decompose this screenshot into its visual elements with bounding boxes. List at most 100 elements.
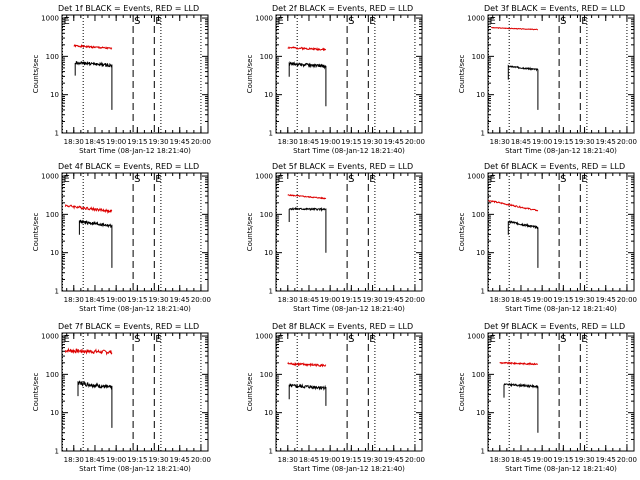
y-tick-label: 1000 xyxy=(255,173,273,181)
x-axis-label: Start Time (08-Jan-12 18:21:40) xyxy=(505,465,617,473)
y-tick-label: 100 xyxy=(46,211,59,219)
y-tick-label: 1 xyxy=(55,288,59,296)
x-tick-label: 18:30 xyxy=(64,296,84,304)
y-tick-label: 1000 xyxy=(41,173,59,181)
x-tick-label: 19:30 xyxy=(362,456,382,464)
panel-title: Det 3f BLACK = Events, RED = LLD xyxy=(484,4,625,13)
x-tick-label: 19:15 xyxy=(341,296,361,304)
panel-8: Det 8f BLACK = Events, RED = LLD 1 10 100 10… xyxy=(246,322,425,473)
panel-5: Det 5f BLACK = Events, RED = LLD 1 10 100 10… xyxy=(246,162,425,313)
x-tick-label: 18:30 xyxy=(278,138,298,146)
y-tick-label: 100 xyxy=(260,211,273,219)
x-tick-label: 19:30 xyxy=(148,138,168,146)
x-tick-label: 19:00 xyxy=(532,296,552,304)
y-axis-label: Counts/sec xyxy=(246,373,254,412)
events-series-line xyxy=(507,64,539,110)
x-axis-label: Start Time (08-Jan-12 18:21:40) xyxy=(293,305,405,313)
x-axis-label: Start Time (08-Jan-12 18:21:40) xyxy=(505,305,617,313)
lld-series-line xyxy=(73,44,113,51)
events-series-line xyxy=(288,60,327,107)
y-tick-label: 1000 xyxy=(255,15,273,23)
y-tick-label: 1 xyxy=(55,130,59,138)
plot-frame xyxy=(275,14,423,134)
y-tick-label: 100 xyxy=(472,211,485,219)
y-axis-label: Counts/sec xyxy=(32,373,40,412)
x-tick-label: 19:00 xyxy=(106,138,126,146)
y-tick-label: 10 xyxy=(264,409,273,417)
y-axis-label: Counts/sec xyxy=(458,373,466,412)
lld-series-line xyxy=(499,361,539,366)
y-tick-label: 10 xyxy=(50,409,59,417)
y-tick-label: 10 xyxy=(476,409,485,417)
panel-title: Det 6f BLACK = Events, RED = LLD xyxy=(484,162,625,171)
x-tick-label: 19:45 xyxy=(384,138,404,146)
x-axis-label: Start Time (08-Jan-12 18:21:40) xyxy=(79,305,191,313)
x-tick-label: 18:45 xyxy=(85,296,105,304)
lld-series-line xyxy=(287,46,327,52)
y-tick-label: 1000 xyxy=(255,333,273,341)
marker-label: E xyxy=(490,16,496,27)
x-tick-label: 20:00 xyxy=(191,138,211,146)
x-axis-label: Start Time (08-Jan-12 18:21:40) xyxy=(79,147,191,155)
x-tick-label: 18:45 xyxy=(511,296,531,304)
x-tick-label: 19:15 xyxy=(341,138,361,146)
x-tick-label: 18:45 xyxy=(299,456,319,464)
x-tick-label: 18:45 xyxy=(299,138,319,146)
y-tick-label: 100 xyxy=(472,53,485,61)
marker-label: S xyxy=(560,334,566,345)
y-axis-label: Counts/sec xyxy=(246,55,254,94)
plot-frame xyxy=(61,332,209,452)
x-tick-label: 19:45 xyxy=(596,296,616,304)
panel-title: Det 1f BLACK = Events, RED = LLD xyxy=(58,4,199,13)
x-tick-label: 19:15 xyxy=(127,456,147,464)
x-tick-label: 19:45 xyxy=(170,456,190,464)
panel-9: Det 9f BLACK = Events, RED = LLD 1 10 100 10… xyxy=(458,322,637,473)
x-tick-label: 18:45 xyxy=(85,456,105,464)
panel-1: Det 1f BLACK = Events, RED = LLD 1 10 100 10… xyxy=(32,4,211,155)
y-tick-label: 1000 xyxy=(467,333,485,341)
x-tick-label: 19:00 xyxy=(106,456,126,464)
lld-series-line xyxy=(64,347,113,356)
x-tick-label: 20:00 xyxy=(617,456,637,464)
x-tick-label: 19:15 xyxy=(127,138,147,146)
plot-frame xyxy=(487,332,635,452)
panel-2: Det 2f BLACK = Events, RED = LLD 1 10 100 10… xyxy=(246,4,425,155)
x-tick-label: 20:00 xyxy=(191,296,211,304)
panel-7: Det 7f BLACK = Events, RED = LLD 1 10 100 10… xyxy=(32,322,211,473)
plot-frame xyxy=(275,172,423,292)
y-tick-label: 10 xyxy=(50,249,59,257)
marker-label: S xyxy=(134,16,140,27)
x-axis-label: Start Time (08-Jan-12 18:21:40) xyxy=(505,147,617,155)
x-tick-label: 18:30 xyxy=(490,456,510,464)
x-tick-label: 19:30 xyxy=(574,138,594,146)
x-tick-label: 19:00 xyxy=(320,138,340,146)
x-axis-label: Start Time (08-Jan-12 18:21:40) xyxy=(79,465,191,473)
marker-label: E xyxy=(490,174,496,185)
y-axis-label: Counts/sec xyxy=(246,213,254,252)
lld-series-line xyxy=(488,199,539,212)
x-tick-label: 18:30 xyxy=(64,138,84,146)
marker-label: E xyxy=(278,174,284,185)
x-tick-label: 18:45 xyxy=(511,138,531,146)
y-tick-label: 1 xyxy=(269,448,273,456)
x-tick-label: 19:00 xyxy=(106,296,126,304)
marker-label: E xyxy=(278,334,284,345)
x-tick-label: 18:30 xyxy=(64,456,84,464)
x-tick-label: 20:00 xyxy=(617,296,637,304)
x-tick-label: 20:00 xyxy=(405,456,425,464)
y-axis-label: Counts/sec xyxy=(32,213,40,252)
x-tick-label: 18:30 xyxy=(278,296,298,304)
marker-label: E xyxy=(581,334,587,345)
events-series-line xyxy=(507,220,539,268)
panel-4: Det 4f BLACK = Events, RED = LLD 1 10 100 10… xyxy=(32,162,211,313)
lld-series-line xyxy=(287,361,327,368)
plot-frame xyxy=(61,172,209,292)
x-tick-label: 18:45 xyxy=(299,296,319,304)
y-tick-label: 100 xyxy=(46,53,59,61)
x-tick-label: 19:00 xyxy=(320,296,340,304)
events-series-line xyxy=(288,206,327,253)
panel-title: Det 2f BLACK = Events, RED = LLD xyxy=(272,4,413,13)
marker-label: E xyxy=(64,174,70,185)
marker-label: E xyxy=(278,16,284,27)
marker-label: S xyxy=(560,174,566,185)
